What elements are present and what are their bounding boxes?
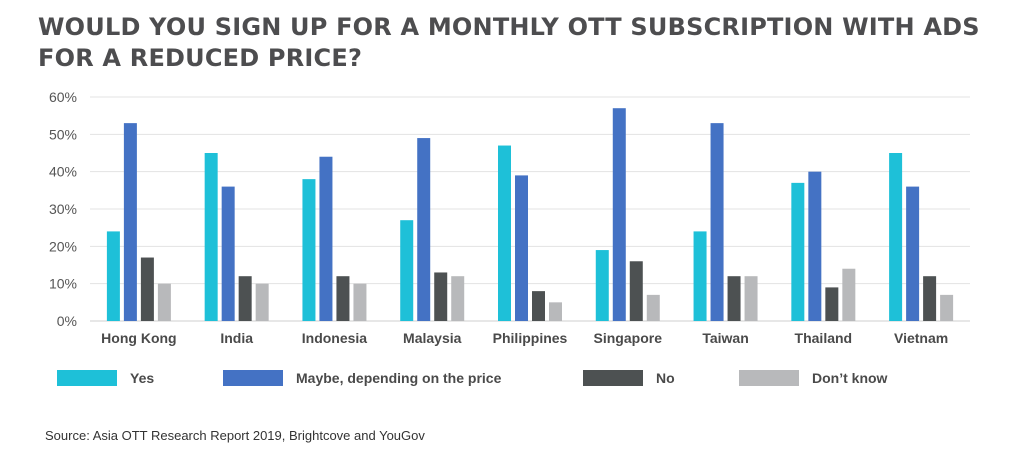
bar-don-t-know-taiwan (744, 276, 758, 321)
x-tick-label: Vietnam (894, 330, 948, 346)
bar-don-t-know-indonesia (353, 283, 367, 321)
bar-yes-indonesia (302, 179, 316, 321)
bar-don-t-know-vietnam (940, 294, 954, 321)
bar-don-t-know-thailand (842, 268, 856, 321)
x-tick-label: Malaysia (403, 330, 462, 346)
legend-swatch (223, 370, 283, 386)
bar-maybe-depending-on-the-price-hong-kong (123, 123, 137, 321)
x-tick-label: Singapore (594, 330, 663, 346)
x-tick-label: Indonesia (302, 330, 368, 346)
bar-yes-philippines (498, 145, 511, 321)
bar-yes-singapore (595, 250, 609, 321)
bar-no-vietnam (923, 276, 937, 321)
bar-maybe-depending-on-the-price-vietnam (906, 186, 920, 321)
bar-maybe-depending-on-the-price-malaysia (417, 138, 431, 321)
source-note: Source: Asia OTT Research Report 2019, B… (45, 428, 425, 443)
legend-label: No (656, 370, 675, 386)
bar-no-indonesia (336, 276, 350, 321)
bar-yes-india (204, 153, 218, 321)
bar-no-singapore (629, 261, 643, 321)
y-tick-label: 60% (49, 89, 77, 105)
x-tick-label: Taiwan (702, 330, 748, 346)
y-tick-label: 20% (49, 238, 77, 254)
bar-don-t-know-hong-kong (157, 283, 171, 321)
bar-no-thailand (825, 287, 839, 321)
bar-maybe-depending-on-the-price-philippines (515, 175, 528, 321)
bar-don-t-know-philippines (549, 302, 562, 321)
bar-no-india (238, 276, 252, 321)
bars (106, 108, 954, 321)
bar-yes-vietnam (889, 153, 903, 321)
bar-maybe-depending-on-the-price-thailand (808, 171, 822, 321)
bar-maybe-depending-on-the-price-taiwan (710, 123, 724, 321)
bar-no-malaysia (434, 272, 448, 321)
chart-title: WOULD YOU SIGN UP FOR A MONTHLY OTT SUBS… (38, 13, 980, 72)
x-tick-label: Thailand (795, 330, 853, 346)
bar-no-taiwan (727, 276, 741, 321)
legend-label: Don’t know (812, 370, 888, 386)
bar-yes-taiwan (693, 231, 707, 321)
gridlines (90, 96, 970, 322)
bar-maybe-depending-on-the-price-singapore (612, 108, 626, 321)
bar-no-philippines (532, 291, 545, 321)
bar-yes-hong-kong (106, 231, 120, 321)
legend-swatch (739, 370, 799, 386)
y-tick-label: 40% (49, 164, 77, 180)
bar-maybe-depending-on-the-price-indonesia (319, 156, 333, 321)
x-tick-label: Hong Kong (101, 330, 176, 346)
y-tick-label: 0% (57, 313, 77, 329)
bar-don-t-know-india (255, 283, 269, 321)
y-tick-label: 50% (49, 126, 77, 142)
y-axis: 0% 10% 20% 30% 40% 50% 60% (49, 89, 77, 329)
bar-no-hong-kong (140, 257, 154, 321)
bar-don-t-know-singapore (646, 294, 660, 321)
legend-label: Maybe, depending on the price (296, 370, 502, 386)
y-tick-label: 10% (49, 276, 77, 292)
bar-don-t-know-malaysia (451, 276, 465, 321)
x-tick-label: India (220, 330, 253, 346)
legend: Yes Maybe, depending on the price No Don’t … (57, 370, 888, 386)
bar-yes-malaysia (400, 220, 414, 321)
bar-maybe-depending-on-the-price-india (221, 186, 235, 321)
legend-swatch (583, 370, 643, 386)
x-tick-label: Philippines (493, 330, 568, 346)
y-tick-label: 30% (49, 201, 77, 217)
legend-swatch (57, 370, 117, 386)
x-axis: Hong Kong India Indonesia Malaysia Philippin… (101, 330, 948, 346)
bar-yes-thailand (791, 182, 805, 321)
legend-label: Yes (130, 370, 154, 386)
